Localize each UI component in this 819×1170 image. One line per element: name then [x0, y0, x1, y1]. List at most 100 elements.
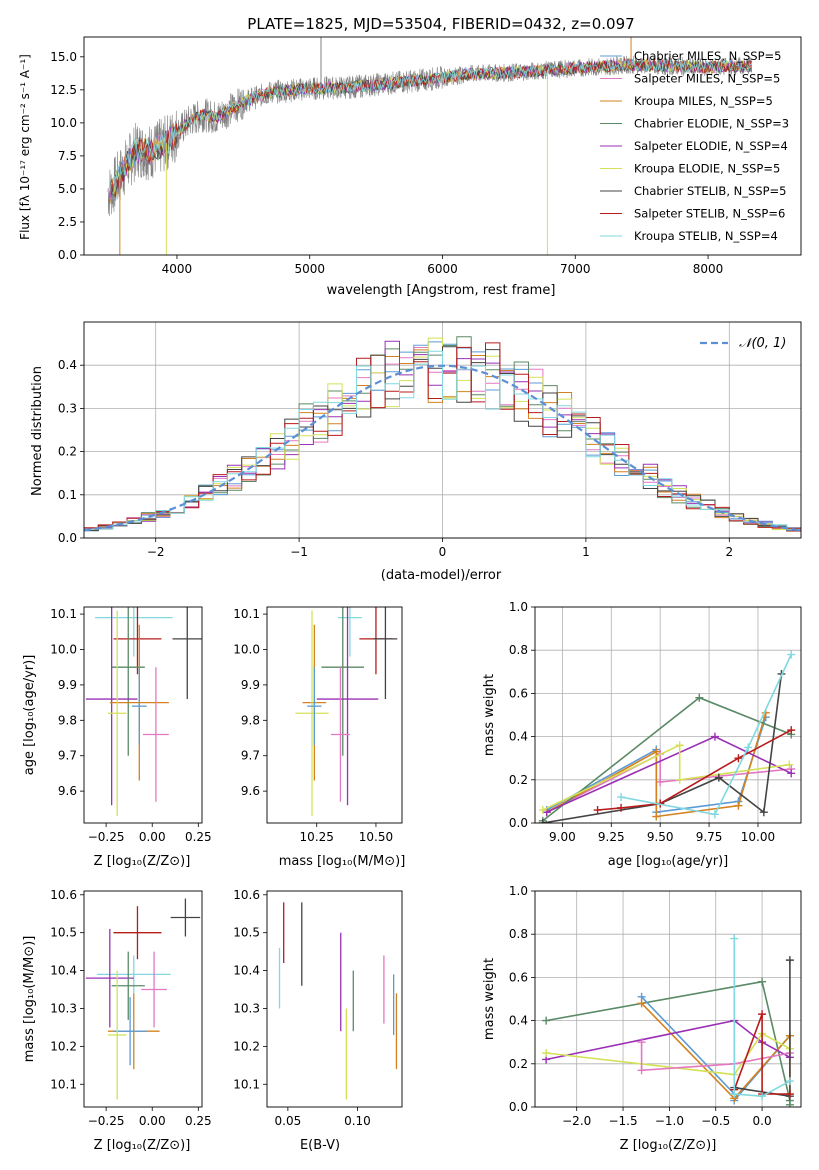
- spectrum-xlabel: wavelength [Angstrom, rest frame]: [327, 283, 556, 298]
- weight-vs-Z-line-7: [733, 1013, 790, 1095]
- legend-label-1: Salpeter MILES, N_SSP=5: [634, 72, 780, 86]
- axes-frame-2: [83, 606, 203, 824]
- weight-vs-age-marker-2-1: [652, 747, 661, 756]
- legend-label-4: Salpeter ELODIE, N_SSP=4: [634, 139, 788, 153]
- xtick-label-0-0: 4000: [162, 262, 193, 276]
- ytick-label-4-2: 0.4: [509, 730, 528, 744]
- weight-vs-age-marker-3-1: [695, 693, 704, 702]
- legend-label-8: Kroupa STELIB, N_SSP=4: [634, 229, 778, 243]
- weight-vs-Z-marker-8-0: [730, 934, 739, 943]
- weight-vs-Z-marker-5-1: [637, 1066, 646, 1075]
- mass-z-xlabel: Z [log₁₀(Z/Z⊙)]: [94, 1138, 191, 1153]
- weight-vs-age-marker-1-2: [656, 777, 665, 786]
- xtick-label-0-1: 5000: [294, 262, 325, 276]
- weight-vs-age-marker-8-3: [787, 650, 796, 659]
- residuals-plot-area: [84, 336, 801, 532]
- legend-label-5: Kroupa ELODIE, N_SSP=5: [634, 162, 780, 176]
- ytick-label-3-0: 9.6: [241, 784, 260, 798]
- ytick-label-3-3: 9.9: [241, 678, 260, 692]
- ytick-label-3-2: 9.8: [241, 713, 260, 727]
- weight-vs-age-marker-5-3: [785, 760, 794, 769]
- ytick-label-0-2: 5.0: [58, 182, 77, 196]
- weight-vs-Z-marker-7-3: [785, 1090, 794, 1099]
- age-vs-mass-panel: 10.25 10.50 9.6 9.7 9.8 9.9 10.0 10.1: [233, 606, 403, 844]
- xtick-label-4-2: 9.50: [647, 830, 674, 844]
- ytick-label-3-5: 10.1: [233, 607, 260, 621]
- xtick-label-2-0: −0.25: [88, 830, 125, 844]
- gaussian-legend-label: 𝒩(0, 1): [739, 336, 786, 351]
- xtick-label-4-0: 9.00: [549, 830, 576, 844]
- ytick-label-1-3: 0.3: [58, 401, 77, 415]
- weight-vs-age-marker-7-4: [787, 726, 796, 735]
- legend-label-2: Kroupa MILES, N_SSP=5: [634, 94, 773, 108]
- xtick-label-5-1: 0.00: [139, 1114, 166, 1128]
- weight-vs-age-marker-8-1: [710, 810, 719, 819]
- xtick-label-4-1: 9.25: [598, 830, 625, 844]
- spectrum-legend: Chabrier MILES, N_SSP=5 Salpeter MILES, N…: [600, 49, 789, 243]
- spectrum-panel: 4000 5000 6000 7000 8000 0.0 2.5 5.0 7.5 10.0 12.5…: [50, 36, 802, 276]
- axes-frame-7: [534, 890, 802, 1108]
- xtick-label-7-2: −1.0: [655, 1114, 684, 1128]
- ytick-label-1-4: 0.4: [58, 358, 77, 372]
- weight-vs-age-line-5: [542, 743, 790, 811]
- weight-vs-Z-plot-area: [542, 934, 794, 1107]
- weight-vs-Z-marker-8-1: [730, 1090, 739, 1099]
- ytick-label-5-4: 10.5: [50, 926, 77, 940]
- weight-vs-age-line-8: [620, 654, 792, 816]
- legend-label-3: Chabrier ELODIE, N_SSP=3: [634, 117, 789, 131]
- legend-label-7: Salpeter STELIB, N_SSP=6: [634, 207, 785, 221]
- weight-age-ylabel: mass weight: [482, 674, 497, 756]
- age-vs-mass-plot-area: [295, 607, 398, 816]
- ytick-label-5-0: 10.1: [50, 1077, 77, 1091]
- mass-vs-EBV-panel: 0.05 0.10 10.1 10.2 10.3 10.4 10.5 10.6: [233, 888, 403, 1128]
- mass-ebv-xlabel: E(B-V): [300, 1138, 340, 1153]
- ytick-label-1-2: 0.2: [58, 445, 77, 459]
- weight-vs-age-marker-4-2: [787, 769, 796, 778]
- xtick-label-1-2: 0: [439, 545, 447, 559]
- weight-vs-age-marker-2-2: [652, 812, 661, 821]
- xtick-label-7-0: −2.0: [562, 1114, 591, 1128]
- age-mass-xlabel: mass [log₁₀(M/M⊙)]: [279, 854, 406, 869]
- weight-vs-age-marker-8-2: [744, 743, 753, 752]
- ytick-label-0-0: 0.0: [58, 248, 77, 262]
- ytick-label-6-4: 10.5: [233, 926, 260, 940]
- ytick-label-2-1: 9.7: [58, 749, 77, 763]
- ytick-label-4-4: 0.8: [509, 643, 528, 657]
- weight-vs-Z-line-3: [545, 1019, 791, 1061]
- weight-vs-Z-marker-0-3: [785, 1100, 794, 1107]
- weight-z-ylabel: mass weight: [482, 958, 497, 1040]
- ytick-label-5-1: 10.2: [50, 1039, 77, 1053]
- ytick-label-4-5: 1.0: [509, 600, 528, 614]
- ytick-label-7-3: 0.6: [509, 970, 528, 984]
- weight-vs-age-marker-4-1: [710, 732, 719, 741]
- weight-vs-Z-marker-0-1: [758, 977, 767, 986]
- weight-vs-Z-marker-7-1: [758, 1010, 767, 1019]
- xtick-label-7-1: −1.5: [608, 1114, 637, 1128]
- xtick-label-1-0: −2: [147, 545, 165, 559]
- residual-hist-8: [84, 350, 801, 531]
- mass-vs-Z-panel: −0.25 0.00 0.25 10.1 10.2 10.3 10.4 10.5 10.6: [50, 888, 211, 1128]
- xtick-label-0-4: 8000: [693, 262, 724, 276]
- weight-vs-age-marker-5-0: [538, 806, 547, 815]
- residuals-xlabel: (data-model)/error: [381, 568, 502, 583]
- weight-vs-Z-marker-5-0: [637, 1038, 646, 1047]
- ytick-label-6-1: 10.2: [233, 1039, 260, 1053]
- legend-label-6: Chabrier STELIB, N_SSP=5: [634, 184, 786, 198]
- axes-frame-4: [534, 606, 802, 824]
- weight-vs-Z-line-8: [733, 938, 791, 1098]
- ytick-label-6-0: 10.1: [233, 1077, 260, 1091]
- ytick-label-0-5: 12.5: [50, 83, 77, 97]
- xtick-label-0-2: 6000: [427, 262, 458, 276]
- weight-age-xlabel: age [log₁₀(age/yr)]: [608, 854, 729, 869]
- axes-frame-3: [266, 606, 403, 824]
- mass-z-ylabel: mass [log₁₀(M/M⊙)]: [22, 936, 37, 1063]
- xtick-label-3-0: 10.25: [300, 830, 334, 844]
- ytick-label-3-1: 9.7: [241, 749, 260, 763]
- xtick-label-2-1: 0.00: [139, 830, 166, 844]
- xtick-label-7-3: −0.5: [701, 1114, 730, 1128]
- weight-vs-Z-marker-6-2: [785, 956, 794, 965]
- weight-vs-age-panel: 9.00 9.25 9.50 9.75 10.00 0.0 0.2 0.4 0.6 0.8 1.0: [509, 600, 802, 844]
- plots-layer: 4000 5000 6000 7000 80000.02.55.07.510.012.5…: [50, 36, 802, 1128]
- weight-vs-age-marker-5-1: [675, 741, 684, 750]
